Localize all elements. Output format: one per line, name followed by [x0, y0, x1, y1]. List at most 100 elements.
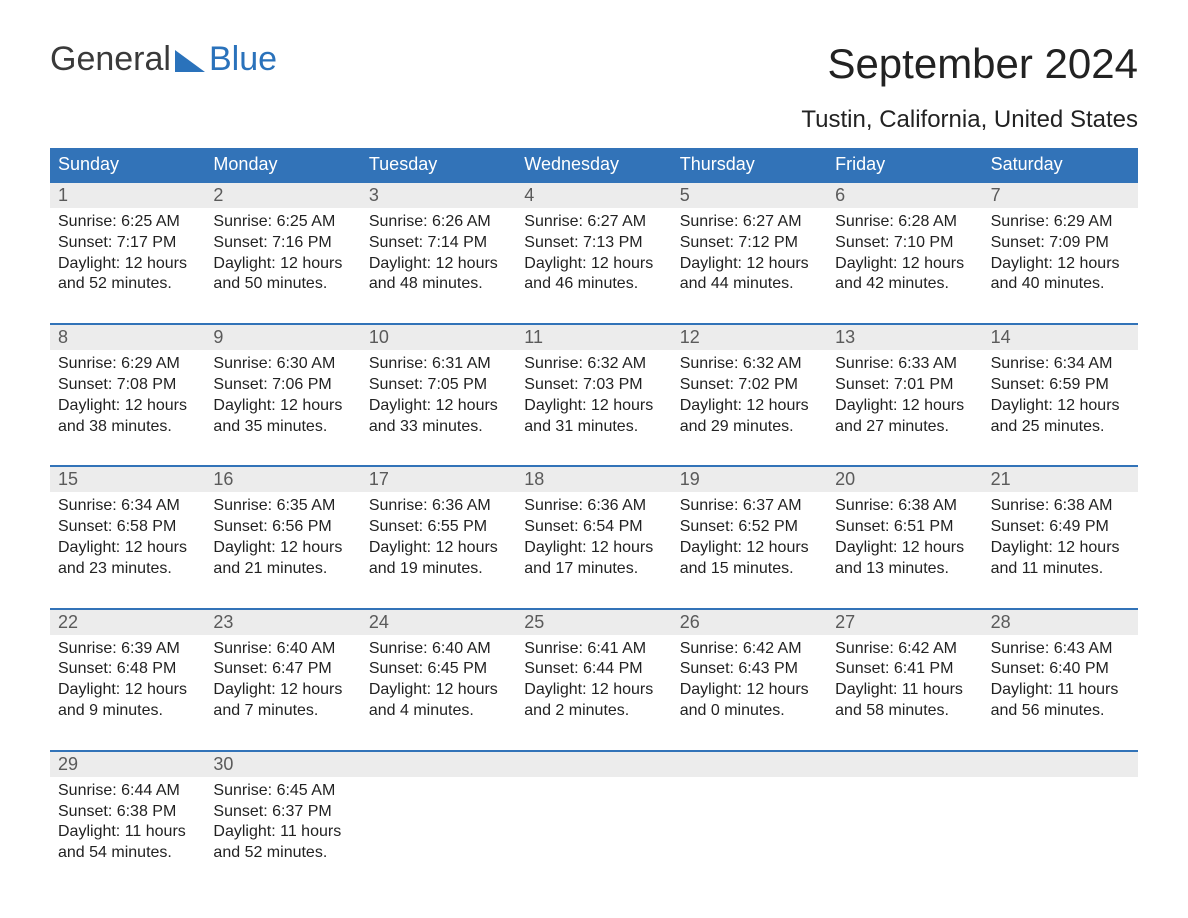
day-header: Saturday [983, 148, 1138, 181]
day-body: Sunrise: 6:41 AMSunset: 6:44 PMDaylight:… [516, 635, 671, 728]
day-cell: 17Sunrise: 6:36 AMSunset: 6:55 PMDayligh… [361, 467, 516, 585]
day-cell: 11Sunrise: 6:32 AMSunset: 7:03 PMDayligh… [516, 325, 671, 443]
day-cell: 24Sunrise: 6:40 AMSunset: 6:45 PMDayligh… [361, 610, 516, 728]
day-body: Sunrise: 6:32 AMSunset: 7:03 PMDaylight:… [516, 350, 671, 443]
day-d2: and 52 minutes. [58, 274, 197, 295]
day-cell: 26Sunrise: 6:42 AMSunset: 6:43 PMDayligh… [672, 610, 827, 728]
day-cell: 13Sunrise: 6:33 AMSunset: 7:01 PMDayligh… [827, 325, 982, 443]
day-cell: 20Sunrise: 6:38 AMSunset: 6:51 PMDayligh… [827, 467, 982, 585]
week-row: 29Sunrise: 6:44 AMSunset: 6:38 PMDayligh… [50, 750, 1138, 870]
day-sunrise: Sunrise: 6:25 AM [213, 212, 352, 233]
week-row: 15Sunrise: 6:34 AMSunset: 6:58 PMDayligh… [50, 465, 1138, 585]
day-body: Sunrise: 6:36 AMSunset: 6:54 PMDaylight:… [516, 492, 671, 585]
day-sunrise: Sunrise: 6:31 AM [369, 354, 508, 375]
day-d2: and 56 minutes. [991, 701, 1130, 722]
day-d1: Daylight: 12 hours [991, 538, 1130, 559]
day-number: 8 [50, 325, 205, 350]
day-d2: and 19 minutes. [369, 559, 508, 580]
day-number: 26 [672, 610, 827, 635]
day-d1: Daylight: 12 hours [680, 538, 819, 559]
day-header: Friday [827, 148, 982, 181]
day-body: Sunrise: 6:29 AMSunset: 7:08 PMDaylight:… [50, 350, 205, 443]
day-d2: and 7 minutes. [213, 701, 352, 722]
day-body: Sunrise: 6:34 AMSunset: 6:58 PMDaylight:… [50, 492, 205, 585]
day-body: Sunrise: 6:32 AMSunset: 7:02 PMDaylight:… [672, 350, 827, 443]
day-d2: and 9 minutes. [58, 701, 197, 722]
day-sunset: Sunset: 6:47 PM [213, 659, 352, 680]
day-d1: Daylight: 12 hours [680, 396, 819, 417]
day-d1: Daylight: 12 hours [369, 538, 508, 559]
day-header: Monday [205, 148, 360, 181]
day-d2: and 27 minutes. [835, 417, 974, 438]
day-d1: Daylight: 11 hours [991, 680, 1130, 701]
day-header: Wednesday [516, 148, 671, 181]
day-d1: Daylight: 12 hours [213, 680, 352, 701]
day-number: 3 [361, 183, 516, 208]
day-cell [983, 752, 1138, 870]
day-sunrise: Sunrise: 6:35 AM [213, 496, 352, 517]
day-number: 28 [983, 610, 1138, 635]
day-header: Sunday [50, 148, 205, 181]
day-d1: Daylight: 12 hours [369, 680, 508, 701]
day-d1: Daylight: 12 hours [213, 396, 352, 417]
day-number: 12 [672, 325, 827, 350]
day-number: 7 [983, 183, 1138, 208]
day-sunset: Sunset: 7:16 PM [213, 233, 352, 254]
day-sunset: Sunset: 7:03 PM [524, 375, 663, 396]
day-number: 14 [983, 325, 1138, 350]
day-d1: Daylight: 11 hours [58, 822, 197, 843]
day-header: Thursday [672, 148, 827, 181]
day-number [672, 752, 827, 777]
day-number: 20 [827, 467, 982, 492]
day-cell: 7Sunrise: 6:29 AMSunset: 7:09 PMDaylight… [983, 183, 1138, 301]
day-d2: and 31 minutes. [524, 417, 663, 438]
day-sunset: Sunset: 6:55 PM [369, 517, 508, 538]
day-sunrise: Sunrise: 6:32 AM [524, 354, 663, 375]
day-d2: and 0 minutes. [680, 701, 819, 722]
day-sunset: Sunset: 6:49 PM [991, 517, 1130, 538]
day-sunset: Sunset: 6:48 PM [58, 659, 197, 680]
day-d1: Daylight: 12 hours [524, 254, 663, 275]
day-d2: and 54 minutes. [58, 843, 197, 864]
day-sunrise: Sunrise: 6:30 AM [213, 354, 352, 375]
day-d2: and 58 minutes. [835, 701, 974, 722]
day-sunset: Sunset: 7:01 PM [835, 375, 974, 396]
day-d2: and 48 minutes. [369, 274, 508, 295]
day-number: 5 [672, 183, 827, 208]
day-number: 2 [205, 183, 360, 208]
day-sunset: Sunset: 7:02 PM [680, 375, 819, 396]
day-d1: Daylight: 12 hours [58, 396, 197, 417]
day-sunrise: Sunrise: 6:34 AM [58, 496, 197, 517]
day-number: 4 [516, 183, 671, 208]
day-number: 25 [516, 610, 671, 635]
day-sunrise: Sunrise: 6:29 AM [991, 212, 1130, 233]
day-d1: Daylight: 12 hours [835, 538, 974, 559]
day-cell: 6Sunrise: 6:28 AMSunset: 7:10 PMDaylight… [827, 183, 982, 301]
day-sunset: Sunset: 6:45 PM [369, 659, 508, 680]
day-number [361, 752, 516, 777]
day-cell: 25Sunrise: 6:41 AMSunset: 6:44 PMDayligh… [516, 610, 671, 728]
day-body: Sunrise: 6:33 AMSunset: 7:01 PMDaylight:… [827, 350, 982, 443]
day-sunrise: Sunrise: 6:26 AM [369, 212, 508, 233]
day-cell: 27Sunrise: 6:42 AMSunset: 6:41 PMDayligh… [827, 610, 982, 728]
day-d1: Daylight: 11 hours [213, 822, 352, 843]
logo-flag-icon [175, 50, 205, 72]
day-number: 19 [672, 467, 827, 492]
day-sunset: Sunset: 6:51 PM [835, 517, 974, 538]
day-number: 10 [361, 325, 516, 350]
day-d1: Daylight: 12 hours [680, 254, 819, 275]
day-sunset: Sunset: 7:06 PM [213, 375, 352, 396]
day-body: Sunrise: 6:35 AMSunset: 6:56 PMDaylight:… [205, 492, 360, 585]
day-cell: 1Sunrise: 6:25 AMSunset: 7:17 PMDaylight… [50, 183, 205, 301]
day-sunset: Sunset: 6:38 PM [58, 802, 197, 823]
day-body: Sunrise: 6:38 AMSunset: 6:51 PMDaylight:… [827, 492, 982, 585]
day-sunrise: Sunrise: 6:37 AM [680, 496, 819, 517]
day-d1: Daylight: 12 hours [58, 680, 197, 701]
day-cell [672, 752, 827, 870]
day-sunset: Sunset: 6:40 PM [991, 659, 1130, 680]
day-d2: and 50 minutes. [213, 274, 352, 295]
day-d2: and 40 minutes. [991, 274, 1130, 295]
day-number [983, 752, 1138, 777]
day-cell: 21Sunrise: 6:38 AMSunset: 6:49 PMDayligh… [983, 467, 1138, 585]
day-number: 1 [50, 183, 205, 208]
